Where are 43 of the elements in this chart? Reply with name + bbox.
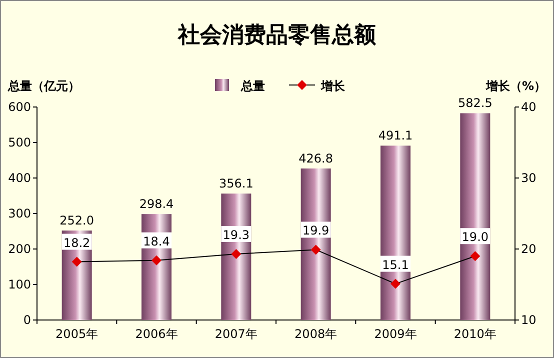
y-tick-label: 500: [8, 136, 31, 150]
x-tick-label: 2008年: [294, 327, 338, 341]
bar: [460, 113, 490, 320]
x-tick-label: 2007年: [214, 327, 258, 341]
y2-tick-label: 20: [521, 242, 536, 256]
y-tick-label: 300: [8, 206, 31, 220]
y2-tick-label: 10: [521, 313, 536, 327]
y-tick-label: 600: [8, 100, 31, 114]
x-tick-label: 2006年: [135, 327, 178, 341]
x-tick-label: 2005年: [56, 327, 98, 341]
point: [390, 278, 400, 289]
data-label: 19.0: [462, 230, 489, 244]
point: [470, 251, 480, 262]
point: [152, 255, 162, 266]
data-label: 491.1: [378, 128, 413, 143]
data-label: 18.2: [63, 236, 90, 250]
data-label: 356.1: [218, 176, 254, 191]
legend-label: 增长: [320, 79, 346, 93]
data-label: 582.5: [458, 96, 492, 110]
y-tick-label: 100: [8, 278, 31, 292]
y-tick-label: 400: [8, 171, 31, 185]
point: [310, 244, 321, 255]
data-label: 19.9: [302, 224, 330, 238]
bar: [380, 146, 410, 320]
point: [72, 256, 82, 267]
y2-tick-label: 30: [521, 171, 536, 185]
x-tick-label: 2010年: [454, 327, 496, 341]
y2-tick-label: 40: [521, 100, 536, 114]
point: [231, 248, 242, 259]
bar: [300, 168, 331, 320]
y2-axis-title: 增长（%）: [484, 79, 546, 93]
data-label: 19.3: [222, 228, 250, 242]
data-label: 252.0: [60, 214, 94, 228]
data-label: 18.4: [143, 234, 170, 248]
x-tick-label: 2009年: [374, 327, 417, 341]
y-tick-label: 200: [8, 242, 31, 256]
data-label: 298.4: [139, 197, 174, 212]
legend-label: 总量: [240, 79, 265, 93]
y-axis-title: 总量（亿元）: [7, 79, 80, 93]
y-tick-label: 0: [23, 313, 31, 327]
chart-title: 社会消费品零售总额: [177, 22, 377, 48]
data-label: 15.1: [382, 258, 409, 272]
data-label: 426.8: [298, 151, 334, 166]
